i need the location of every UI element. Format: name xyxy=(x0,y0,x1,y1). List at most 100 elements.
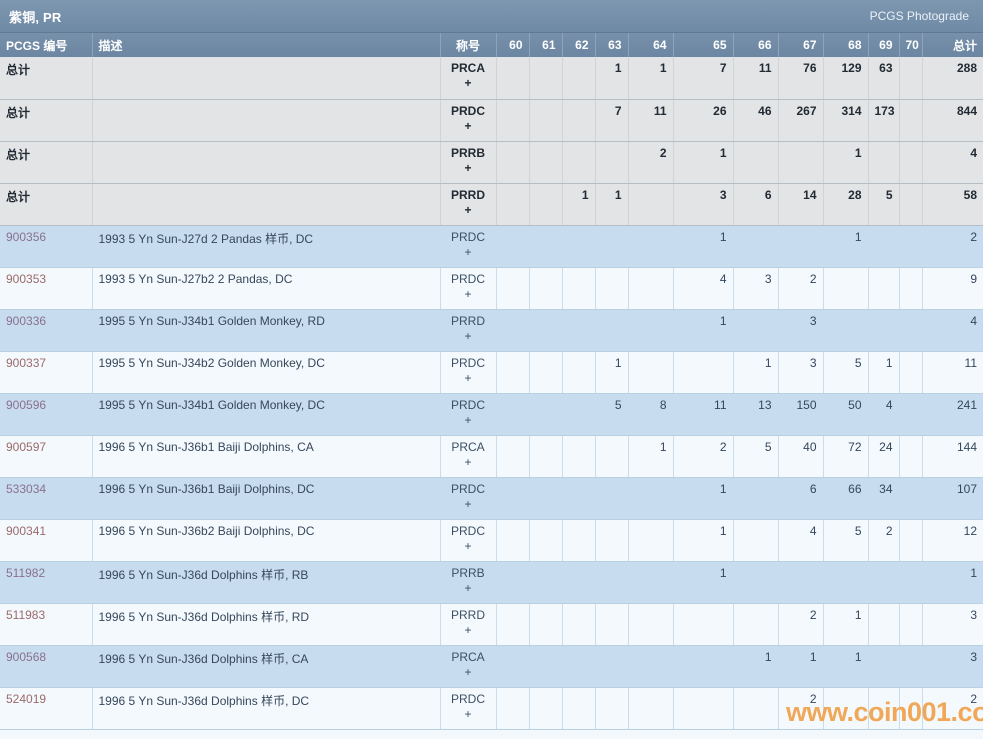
designation-plus-icon: + xyxy=(464,538,472,553)
cell-grade-66: 5 xyxy=(733,435,779,478)
cell-row-total: 2 xyxy=(922,687,983,730)
cell-grade-63 xyxy=(595,519,629,562)
cell-designation: PRCA + xyxy=(440,435,497,478)
cell-pcgs-number[interactable]: 900337 xyxy=(0,351,93,394)
cell-grade-69 xyxy=(868,603,900,646)
cell-grade-67: 4 xyxy=(778,519,824,562)
col-header-grade-65[interactable]: 65 xyxy=(673,33,734,57)
col-header-grade-69[interactable]: 69 xyxy=(868,33,900,57)
table-row[interactable]: 900356 1993 5 Yn Sun-J27d 2 Pandas 样币, DC… xyxy=(0,225,983,268)
col-header-grade-64[interactable]: 64 xyxy=(628,33,674,57)
cell-grade-60 xyxy=(496,477,530,520)
col-header-pcgs-number[interactable]: PCGS 编号 xyxy=(0,33,93,57)
cell-grade-61 xyxy=(529,141,563,184)
cell-pcgs-number[interactable]: 900336 xyxy=(0,309,93,352)
cell-pcgs-number[interactable]: 900353 xyxy=(0,267,93,310)
cell-grade-63: 7 xyxy=(595,99,629,142)
cell-pcgs-number[interactable]: 511983 xyxy=(0,603,93,646)
cell-grade-62 xyxy=(562,435,596,478)
cell-grade-64 xyxy=(628,561,674,604)
col-header-grade-68[interactable]: 68 xyxy=(823,33,869,57)
cell-grade-61 xyxy=(529,225,563,268)
cell-grade-61 xyxy=(529,645,563,688)
table-row[interactable]: 900596 1995 5 Yn Sun-J34b1 Golden Monkey,… xyxy=(0,393,983,436)
cell-description: 1996 5 Yn Sun-J36b1 Baiji Dolphins, DC xyxy=(92,477,441,520)
cell-designation: PRRD + xyxy=(440,603,497,646)
cell-pcgs-number[interactable]: 900596 xyxy=(0,393,93,436)
cell-row-total: 2 xyxy=(922,225,983,268)
cell-pcgs-number[interactable]: 524019 xyxy=(0,687,93,730)
cell-description: 1996 5 Yn Sun-J36d Dolphins 样币, RD xyxy=(92,603,441,646)
cell-pcgs-number[interactable]: 900341 xyxy=(0,519,93,562)
cell-grade-65 xyxy=(673,603,734,646)
cell-description: 1995 5 Yn Sun-J34b2 Golden Monkey, DC xyxy=(92,351,441,394)
cell-grade-70 xyxy=(899,183,923,226)
cell-designation: PRRD + xyxy=(440,309,497,352)
cell-designation: PRDC + xyxy=(440,687,497,730)
cell-grade-65: 1 xyxy=(673,309,734,352)
col-header-designation[interactable]: 称号 xyxy=(440,33,497,57)
cell-row-total: 3 xyxy=(922,603,983,646)
cell-grade-68: 1 xyxy=(823,225,869,268)
table-row[interactable]: 900597 1996 5 Yn Sun-J36b1 Baiji Dolphins… xyxy=(0,435,983,478)
table-row[interactable]: 900568 1996 5 Yn Sun-J36d Dolphins 样币, CA… xyxy=(0,645,983,688)
cell-grade-66: 11 xyxy=(733,57,779,100)
cell-description: 1996 5 Yn Sun-J36d Dolphins 样币, DC xyxy=(92,687,441,730)
col-header-grade-61[interactable]: 61 xyxy=(529,33,563,57)
cell-grade-65: 1 xyxy=(673,561,734,604)
cell-pcgs-number[interactable]: 511982 xyxy=(0,561,93,604)
cell-grade-68 xyxy=(823,687,869,730)
cell-grade-60 xyxy=(496,561,530,604)
designation-value: PRDC xyxy=(450,691,485,706)
cell-grade-65 xyxy=(673,687,734,730)
cell-pcgs-number[interactable]: 900597 xyxy=(0,435,93,478)
cell-pcgs-number[interactable]: 900568 xyxy=(0,645,93,688)
table-row[interactable]: 900341 1996 5 Yn Sun-J36b2 Baiji Dolphins… xyxy=(0,519,983,562)
cell-grade-66 xyxy=(733,603,779,646)
col-header-total[interactable]: 总计 xyxy=(922,33,983,57)
cell-row-total: 9 xyxy=(922,267,983,310)
cell-grade-68 xyxy=(823,267,869,310)
designation-plus-icon: + xyxy=(464,664,472,679)
cell-grade-63 xyxy=(595,309,629,352)
table-row[interactable]: 900337 1995 5 Yn Sun-J34b2 Golden Monkey,… xyxy=(0,351,983,394)
cell-description xyxy=(92,57,441,100)
col-header-grade-60[interactable]: 60 xyxy=(496,33,530,57)
table-row-total: 总计 PRRD +1 1 3 6 14 28 5 58 xyxy=(0,183,983,226)
cell-grade-65: 7 xyxy=(673,57,734,100)
col-header-grade-62[interactable]: 62 xyxy=(562,33,596,57)
cell-grade-69 xyxy=(868,141,900,184)
col-header-grade-67[interactable]: 67 xyxy=(778,33,824,57)
cell-row-total: 3 xyxy=(922,645,983,688)
designation-value: PRCA xyxy=(451,439,485,454)
cell-pcgs-number[interactable]: 533034 xyxy=(0,477,93,520)
col-header-grade-63[interactable]: 63 xyxy=(595,33,629,57)
cell-grade-64 xyxy=(628,477,674,520)
cell-grade-70 xyxy=(899,477,923,520)
table-row[interactable]: 900336 1995 5 Yn Sun-J34b1 Golden Monkey,… xyxy=(0,309,983,352)
cell-grade-65: 26 xyxy=(673,99,734,142)
cell-grade-66 xyxy=(733,687,779,730)
table-row[interactable]: 524019 1996 5 Yn Sun-J36d Dolphins 样币, DC… xyxy=(0,687,983,730)
table-row[interactable]: 533034 1996 5 Yn Sun-J36b1 Baiji Dolphins… xyxy=(0,477,983,520)
cell-description: 1993 5 Yn Sun-J27d 2 Pandas 样币, DC xyxy=(92,225,441,268)
table-row[interactable]: 511982 1996 5 Yn Sun-J36d Dolphins 样币, RB… xyxy=(0,561,983,604)
cell-pcgs-number[interactable]: 900356 xyxy=(0,225,93,268)
cell-grade-61 xyxy=(529,603,563,646)
cell-grade-69 xyxy=(868,267,900,310)
designation-value: PRRB xyxy=(450,145,485,160)
cell-grade-66 xyxy=(733,477,779,520)
cell-grade-61 xyxy=(529,435,563,478)
designation-value: PRDC xyxy=(450,397,485,412)
cell-total-label: 总计 xyxy=(0,99,93,142)
col-header-description[interactable]: 描述 xyxy=(92,33,441,57)
table-row[interactable]: 511983 1996 5 Yn Sun-J36d Dolphins 样币, RD… xyxy=(0,603,983,646)
cell-grade-62 xyxy=(562,225,596,268)
cell-grade-60 xyxy=(496,687,530,730)
designation-value: PRRD xyxy=(450,607,485,622)
designation-value: PRDC xyxy=(450,103,485,118)
col-header-grade-66[interactable]: 66 xyxy=(733,33,779,57)
designation-plus-icon: + xyxy=(464,622,472,637)
col-header-grade-70[interactable]: 70 xyxy=(899,33,923,57)
table-row[interactable]: 900353 1993 5 Yn Sun-J27b2 2 Pandas, DC PR… xyxy=(0,267,983,310)
